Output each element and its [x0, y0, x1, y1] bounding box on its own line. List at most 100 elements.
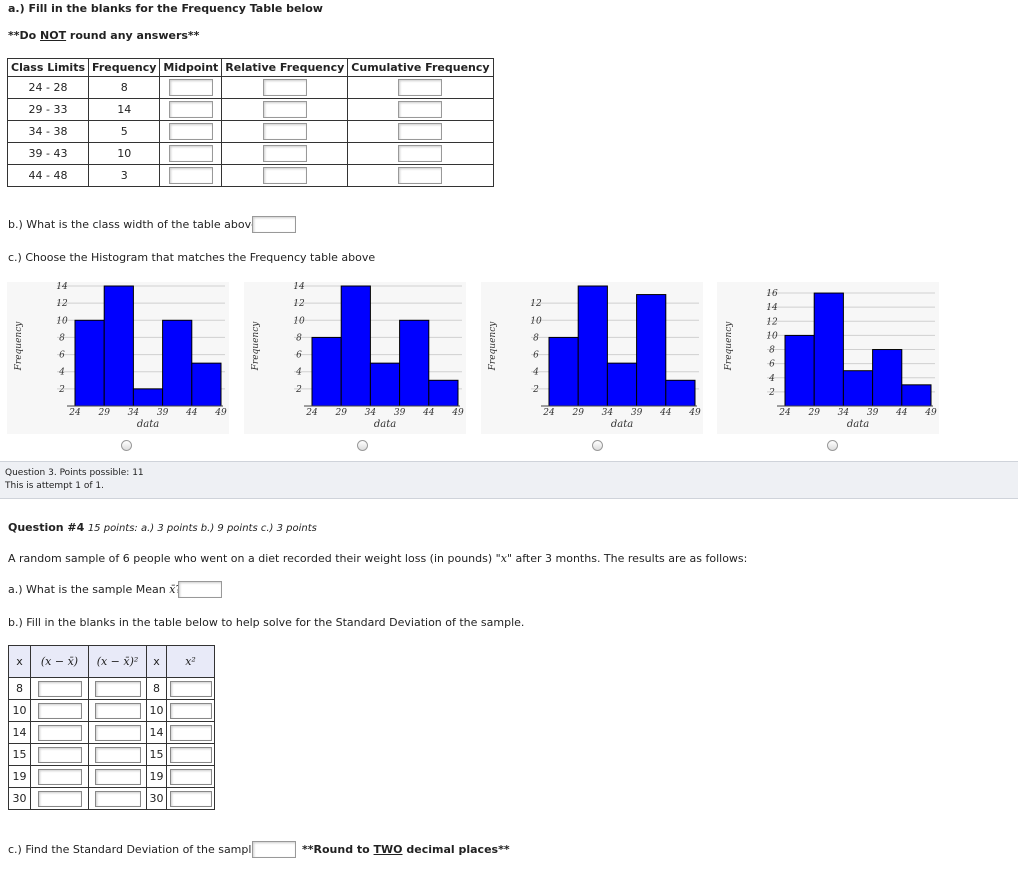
- cumulative-frequency-input[interactable]: [398, 145, 443, 162]
- q4-part-b: b.) Fill in the blanks in the table belo…: [8, 616, 525, 629]
- relative-frequency-input[interactable]: [262, 145, 307, 162]
- table-row: 39 - 43 10: [6, 142, 494, 165]
- histogram-bar: [74, 319, 105, 407]
- x-tick-label: 24: [305, 408, 318, 418]
- table-row: 30 30: [8, 787, 215, 810]
- relative-frequency-input[interactable]: [262, 79, 307, 96]
- x-tick-label: 39: [867, 408, 879, 418]
- histogram-radio-4[interactable]: [827, 440, 838, 451]
- part-b-question: b.) What is the class width of the table…: [8, 218, 264, 231]
- relative-frequency-input[interactable]: [262, 123, 307, 140]
- x-value-cell: 30: [8, 787, 31, 810]
- y-tick-label: 12: [293, 299, 305, 309]
- header-x2: x: [146, 645, 167, 678]
- histogram-option-1: 2 4 6 8 10 12 14 24 29 34 39 44 49 data Frequency: [7, 282, 229, 434]
- deviation-input[interactable]: [37, 790, 82, 807]
- x-tick-label: 24: [68, 408, 81, 418]
- deviation-input[interactable]: [37, 768, 82, 785]
- cumulative-frequency-input[interactable]: [398, 101, 443, 118]
- y-tick-label: 8: [59, 333, 65, 343]
- question-info-bar: Question 3. Points possible: 11 This is …: [0, 461, 1018, 499]
- x-squared-input[interactable]: [169, 724, 212, 741]
- table-row: 29 - 33 14: [6, 98, 494, 121]
- y-tick-label: 14: [766, 303, 778, 313]
- deviation-input[interactable]: [37, 724, 82, 741]
- class-limits-cell: 44 - 48: [6, 164, 90, 187]
- histogram-radio-2[interactable]: [357, 440, 368, 451]
- cumulative-frequency-input[interactable]: [398, 79, 443, 96]
- rounding-note: **Round to TWO decimal places**: [302, 843, 510, 856]
- y-tick-label: 12: [530, 299, 542, 309]
- x-tick-label: 29: [807, 408, 820, 418]
- x-tick-label: 49: [214, 408, 227, 418]
- y-tick-label: 6: [296, 351, 302, 361]
- histogram-option-2: 2 4 6 8 10 12 14 24 29 34 39 44 49 data Frequency: [244, 282, 466, 434]
- x-value-cell: 10: [146, 699, 167, 722]
- deviation-squared-input[interactable]: [94, 702, 141, 719]
- deviation-squared-input[interactable]: [94, 746, 141, 763]
- deviation-input[interactable]: [37, 746, 82, 763]
- x-squared-input[interactable]: [169, 768, 212, 785]
- x-squared-input[interactable]: [169, 790, 212, 807]
- y-tick-label: 16: [766, 289, 778, 299]
- std-dev-table: x (x − x̄) (x − x̄)² x x² 8 8 10 10 14 1…: [8, 645, 215, 810]
- histogram-bar: [842, 370, 874, 407]
- histogram-radio-3[interactable]: [592, 440, 603, 451]
- y-tick-label: 2: [532, 385, 539, 395]
- histogram-bar: [577, 285, 608, 407]
- y-tick-label: 2: [768, 388, 775, 398]
- x-tick-label: 24: [778, 408, 791, 418]
- histogram-bar: [606, 362, 638, 407]
- table-row: 10 10: [8, 699, 215, 722]
- table-row: 34 - 38 5: [6, 120, 494, 143]
- deviation-squared-input[interactable]: [94, 790, 141, 807]
- y-tick-label: 10: [530, 316, 542, 326]
- histogram-radio-1[interactable]: [121, 440, 132, 451]
- sample-mean-input[interactable]: [178, 581, 222, 598]
- deviation-squared-input[interactable]: [94, 724, 141, 741]
- cumulative-frequency-input[interactable]: [398, 123, 443, 140]
- cumulative-frequency-input[interactable]: [398, 167, 443, 184]
- x-value-cell: 30: [146, 787, 167, 810]
- deviation-input[interactable]: [37, 702, 82, 719]
- deviation-squared-input[interactable]: [94, 680, 141, 697]
- relative-frequency-input[interactable]: [262, 101, 307, 118]
- midpoint-input[interactable]: [168, 145, 213, 162]
- class-width-input[interactable]: [252, 216, 296, 233]
- relative-frequency-input[interactable]: [262, 167, 307, 184]
- histogram-bar: [901, 384, 932, 407]
- histogram-bar: [872, 349, 903, 407]
- q4-intro: A random sample of 6 people who went on …: [8, 552, 748, 565]
- x-squared-input[interactable]: [169, 702, 212, 719]
- part-a-note: **Do NOT round any answers**: [8, 29, 200, 42]
- deviation-squared-input[interactable]: [94, 768, 141, 785]
- midpoint-input[interactable]: [168, 79, 213, 96]
- x-squared-input[interactable]: [169, 680, 212, 697]
- frequency-cell: 14: [88, 98, 161, 121]
- x-value-cell: 10: [8, 699, 31, 722]
- x-squared-input[interactable]: [169, 746, 212, 763]
- y-tick-label: 6: [59, 351, 65, 361]
- y-tick-label: 14: [56, 282, 68, 292]
- std-dev-input[interactable]: [252, 841, 296, 858]
- histogram-bar: [191, 362, 222, 407]
- frequency-cell: 3: [88, 164, 161, 187]
- header-x-squared: x²: [166, 645, 215, 678]
- midpoint-input[interactable]: [168, 101, 213, 118]
- header-x: x: [8, 645, 31, 678]
- header-midpoint: Midpoint: [159, 58, 223, 77]
- header-deviation-squared: (x − x̄)²: [88, 645, 147, 678]
- x-axis-label: data: [611, 419, 633, 430]
- x-value-cell: 15: [8, 743, 31, 766]
- histogram-bar: [340, 285, 371, 407]
- y-tick-label: 4: [295, 368, 302, 378]
- class-limits-cell: 34 - 38: [6, 120, 90, 143]
- midpoint-input[interactable]: [168, 167, 213, 184]
- histogram-option-4: 2 4 6 8 10 12 14 16 24 29 34 39 44 49 data Frequency: [717, 282, 939, 434]
- midpoint-input[interactable]: [168, 123, 213, 140]
- q4-part-a: a.) What is the sample Mean x̄?: [8, 583, 181, 596]
- deviation-input[interactable]: [37, 680, 82, 697]
- part-c-question: c.) Choose the Histogram that matches th…: [8, 251, 376, 264]
- x-tick-label: 44: [422, 408, 435, 418]
- table-row: 44 - 48 3: [6, 164, 494, 187]
